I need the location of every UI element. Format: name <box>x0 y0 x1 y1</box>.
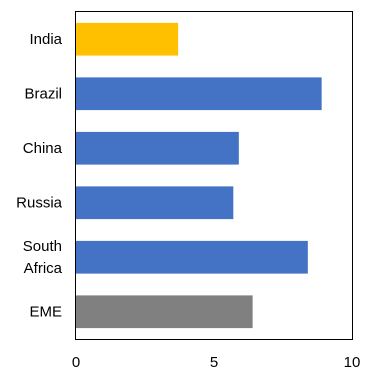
category-label: Russia <box>16 194 63 211</box>
bar-russia <box>76 186 234 220</box>
category-label: China <box>23 140 63 157</box>
category-label: South <box>23 238 62 255</box>
category-label: Africa <box>24 260 63 277</box>
category-label: EME <box>29 303 62 320</box>
plot-area-frame <box>75 11 353 340</box>
x-tick-label: 5 <box>210 354 218 371</box>
bar-china <box>76 131 239 165</box>
x-tick-labels: 0 5 10 <box>72 354 361 371</box>
bar-brazil <box>76 77 322 111</box>
category-label: Brazil <box>24 85 62 102</box>
x-tick-label: 10 <box>344 354 361 371</box>
x-tick-label: 0 <box>72 354 80 371</box>
category-label: India <box>29 31 62 48</box>
bar-india <box>76 22 179 56</box>
bar-south-africa <box>76 240 308 274</box>
category-labels: India Brazil China Russia South Africa EME <box>16 31 63 321</box>
bars-group <box>76 22 322 329</box>
bar-eme <box>76 295 253 329</box>
